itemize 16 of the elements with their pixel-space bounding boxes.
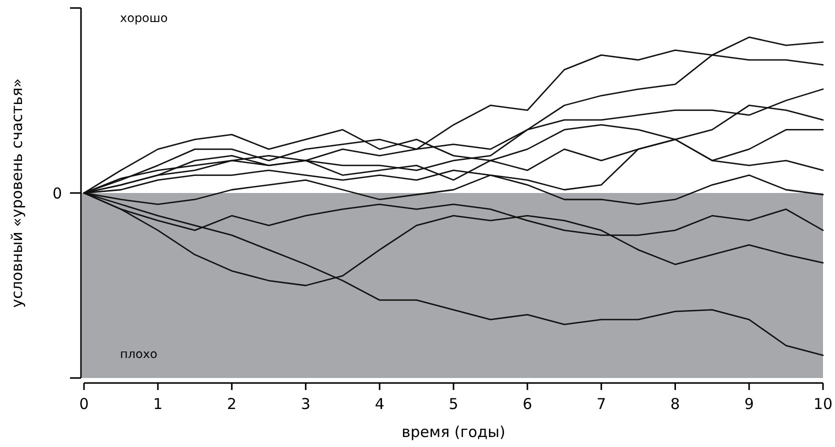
y-axis-title: условный «уровень счастья»	[8, 78, 26, 308]
x-tick-label: 0	[79, 395, 89, 413]
x-tick-label: 4	[374, 395, 384, 413]
x-tick-label: 8	[670, 395, 680, 413]
x-tick-label: 10	[813, 395, 833, 413]
x-tick-label: 9	[744, 395, 754, 413]
x-tick-label: 3	[300, 395, 310, 413]
x-tick-label: 1	[153, 395, 163, 413]
annotation: плохо	[120, 347, 158, 361]
x-tick-label: 5	[448, 395, 458, 413]
x-axis-title: время (годы)	[402, 423, 506, 441]
ref-line-label: 0	[52, 184, 62, 202]
x-tick-label: 2	[227, 395, 237, 413]
x-tick-label: 7	[596, 395, 606, 413]
x-tick-label: 6	[522, 395, 532, 413]
text: хорошо	[120, 11, 168, 25]
